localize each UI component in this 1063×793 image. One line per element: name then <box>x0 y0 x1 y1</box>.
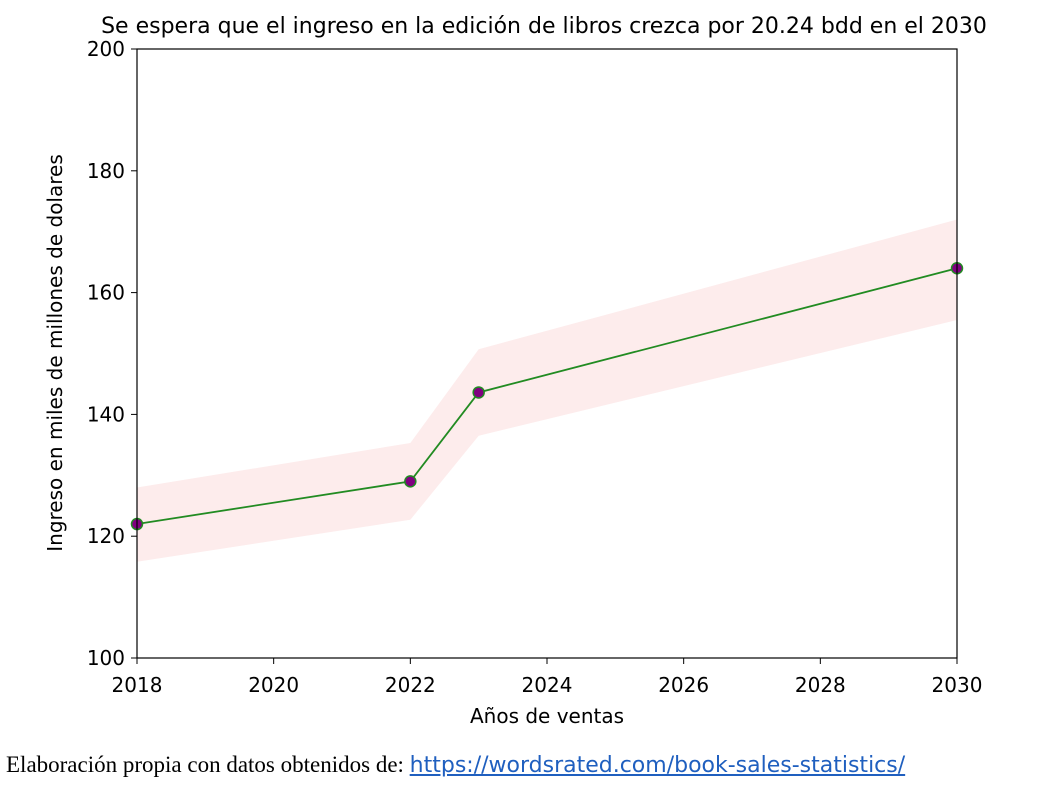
caption-text: Elaboración propia con datos obtenidos d… <box>6 752 410 777</box>
y-tick-label: 140 <box>87 402 125 426</box>
confidence-band <box>137 219 957 562</box>
x-tick-label: 2020 <box>248 673 299 697</box>
data-point <box>472 386 485 399</box>
x-axis-label: Años de ventas <box>470 704 624 728</box>
x-tick-label: 2030 <box>932 673 983 697</box>
y-tick-label: 100 <box>87 646 125 670</box>
x-tick-label: 2026 <box>658 673 709 697</box>
chart: Se espera que el ingreso en la edición d… <box>43 14 987 728</box>
source-link[interactable]: https://wordsrated.com/book-sales-statis… <box>409 753 906 778</box>
y-tick-label: 180 <box>87 159 125 183</box>
y-tick-label: 160 <box>87 281 125 305</box>
data-point <box>404 475 417 488</box>
y-tick-label: 200 <box>87 37 125 61</box>
y-tick-label: 120 <box>87 524 125 548</box>
source-caption: Elaboración propia con datos obtenidos d… <box>6 752 905 778</box>
x-tick-label: 2018 <box>112 673 163 697</box>
chart-title: Se espera que el ingreso en la edición d… <box>101 14 987 39</box>
series-line <box>136 267 958 525</box>
y-axis-label: Ingreso en miles de millones de dolares <box>43 154 67 552</box>
x-tick-label: 2024 <box>522 673 573 697</box>
plot-area: 2018 2020 2022 2024 2026 2028 2030 100 120 140 160… <box>87 37 983 697</box>
x-tick-label: 2028 <box>795 673 846 697</box>
x-tick-label: 2022 <box>385 673 436 697</box>
